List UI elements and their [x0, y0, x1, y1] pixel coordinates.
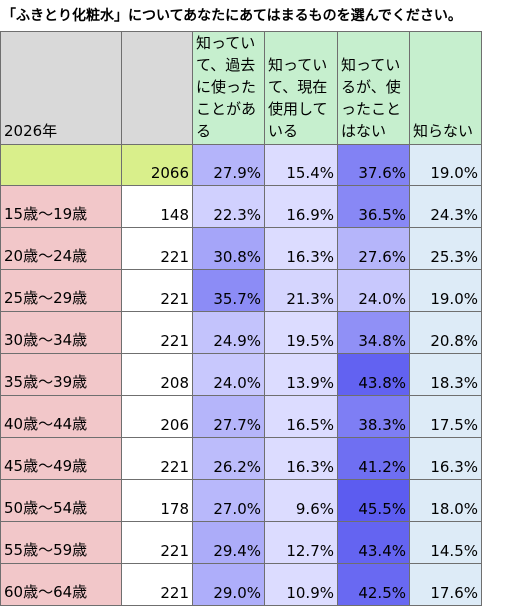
percent-cell: 19.0%	[409, 269, 482, 312]
age-group-label: 25歳～29歳	[0, 269, 122, 312]
percent-cell: 13.9%	[264, 353, 338, 396]
sample-count: 148	[121, 185, 193, 228]
percent-cell: 27.6%	[337, 227, 410, 270]
age-group-label: 40歳～44歳	[0, 395, 122, 438]
percent-cell: 24.9%	[192, 311, 265, 354]
percent-cell: 22.3%	[192, 185, 265, 228]
percent-cell: 16.9%	[264, 185, 338, 228]
percent-cell: 27.7%	[192, 395, 265, 438]
percent-cell: 38.3%	[337, 395, 410, 438]
age-group-label: 50歳～54歳	[0, 479, 122, 522]
page-title: 「ふきとり化粧水」についてあなたにあてはまるものを選んでください。	[2, 8, 462, 24]
sample-count: 178	[121, 479, 193, 522]
percent-cell: 16.3%	[264, 437, 338, 480]
percent-cell: 17.5%	[409, 395, 482, 438]
percent-cell: 9.6%	[264, 479, 338, 522]
table-row: 25歳～29歳 221 35.7% 21.3% 24.0% 19.0%	[0, 269, 482, 312]
sample-count: 206	[121, 395, 193, 438]
table-row: 30歳～34歳 221 24.9% 19.5% 34.8% 20.8%	[0, 311, 482, 354]
percent-cell: 41.2%	[337, 437, 410, 480]
total-row: 2066 27.9% 15.4% 37.6% 19.0%	[0, 144, 482, 186]
percent-cell: 24.0%	[337, 269, 410, 312]
percent-cell: 20.8%	[409, 311, 482, 354]
total-label-cell	[0, 144, 122, 186]
table-row: 15歳～19歳 148 22.3% 16.9% 36.5% 24.3%	[0, 185, 482, 228]
percent-cell: 24.3%	[409, 185, 482, 228]
header-option-1: 知っていて、過去に使ったことがある	[192, 31, 265, 145]
age-group-label: 60歳～64歳	[0, 563, 122, 606]
percent-cell: 16.5%	[264, 395, 338, 438]
sample-count: 221	[121, 521, 193, 564]
survey-table: 2026年 知っていて、過去に使ったことがある 知っていて、現在使用している 知…	[0, 31, 482, 606]
percent-cell: 36.5%	[337, 185, 410, 228]
table-row: 45歳～49歳 221 26.2% 16.3% 41.2% 16.3%	[0, 437, 482, 480]
percent-cell: 14.5%	[409, 521, 482, 564]
table-row: 55歳～59歳 221 29.4% 12.7% 43.4% 14.5%	[0, 521, 482, 564]
percent-cell: 16.3%	[264, 227, 338, 270]
percent-cell: 24.0%	[192, 353, 265, 396]
age-group-label: 55歳～59歳	[0, 521, 122, 564]
table-row: 60歳～64歳 221 29.0% 10.9% 42.5% 17.6%	[0, 563, 482, 606]
total-count: 2066	[121, 144, 193, 186]
header-option-2: 知っていて、現在使用している	[264, 31, 338, 145]
percent-cell: 43.8%	[337, 353, 410, 396]
table-row: 40歳～44歳 206 27.7% 16.5% 38.3% 17.5%	[0, 395, 482, 438]
percent-cell: 17.6%	[409, 563, 482, 606]
percent-cell: 10.9%	[264, 563, 338, 606]
percent-cell: 21.3%	[264, 269, 338, 312]
header-option-4: 知らない	[409, 31, 482, 145]
header-row: 2026年 知っていて、過去に使ったことがある 知っていて、現在使用している 知…	[0, 31, 482, 145]
header-option-3: 知っているが、使ったことはない	[337, 31, 410, 145]
sample-count: 221	[121, 311, 193, 354]
percent-cell: 27.0%	[192, 479, 265, 522]
table-row: 20歳～24歳 221 30.8% 16.3% 27.6% 25.3%	[0, 227, 482, 270]
percent-cell: 35.7%	[192, 269, 265, 312]
count-header	[121, 31, 193, 145]
sample-count: 208	[121, 353, 193, 396]
sample-count: 221	[121, 437, 193, 480]
percent-cell: 18.0%	[409, 479, 482, 522]
age-group-label: 15歳～19歳	[0, 185, 122, 228]
table-row: 50歳～54歳 178 27.0% 9.6% 45.5% 18.0%	[0, 479, 482, 522]
total-value-1: 27.9%	[192, 144, 265, 186]
age-group-label: 20歳～24歳	[0, 227, 122, 270]
percent-cell: 30.8%	[192, 227, 265, 270]
age-group-label: 45歳～49歳	[0, 437, 122, 480]
percent-cell: 26.2%	[192, 437, 265, 480]
total-value-2: 15.4%	[264, 144, 338, 186]
percent-cell: 16.3%	[409, 437, 482, 480]
age-group-label: 35歳～39歳	[0, 353, 122, 396]
percent-cell: 34.8%	[337, 311, 410, 354]
total-value-3: 37.6%	[337, 144, 410, 186]
percent-cell: 29.0%	[192, 563, 265, 606]
sample-count: 221	[121, 269, 193, 312]
percent-cell: 43.4%	[337, 521, 410, 564]
year-header: 2026年	[0, 31, 122, 145]
age-group-label: 30歳～34歳	[0, 311, 122, 354]
total-value-4: 19.0%	[409, 144, 482, 186]
table-row: 35歳～39歳 208 24.0% 13.9% 43.8% 18.3%	[0, 353, 482, 396]
percent-cell: 42.5%	[337, 563, 410, 606]
percent-cell: 25.3%	[409, 227, 482, 270]
sample-count: 221	[121, 563, 193, 606]
percent-cell: 18.3%	[409, 353, 482, 396]
percent-cell: 29.4%	[192, 521, 265, 564]
percent-cell: 45.5%	[337, 479, 410, 522]
percent-cell: 12.7%	[264, 521, 338, 564]
sample-count: 221	[121, 227, 193, 270]
percent-cell: 19.5%	[264, 311, 338, 354]
